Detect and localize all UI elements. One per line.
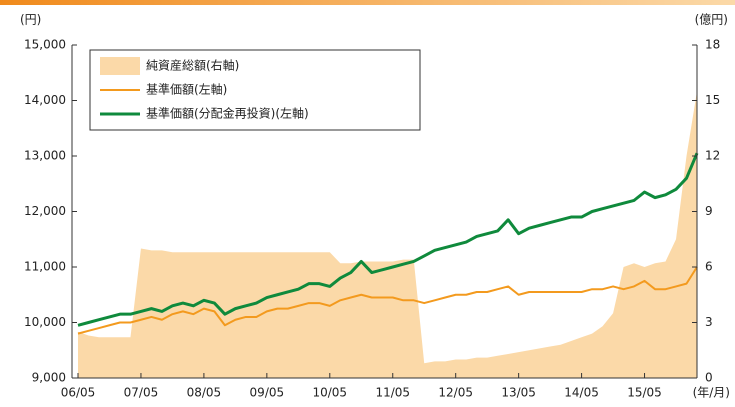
legend-box: [89, 49, 421, 131]
legend: 純資産総額(右軸) 基準価額(左軸) 基準価額(分配金再投資)(左軸): [89, 49, 421, 131]
y2-tick-label: 18: [705, 38, 720, 52]
x-tick-label: 11/05: [375, 386, 410, 400]
x-tick-label: 15/05: [627, 386, 662, 400]
area: [78, 91, 697, 378]
x-tick-label: 09/05: [250, 386, 285, 400]
y2-tick-label: 15: [705, 93, 720, 107]
y2-tick-label: 12: [705, 149, 720, 163]
y2-tick-label: 3: [705, 315, 713, 329]
legend-swatch: [100, 57, 140, 75]
line: [77, 266, 698, 335]
y-tick-label: 9,000: [32, 371, 66, 385]
y2-tick-label: 6: [705, 260, 713, 274]
x-tick-label: 07/05: [124, 386, 159, 400]
y-tick-label: 11,000: [24, 260, 66, 274]
y2-tick-label: 9: [705, 204, 713, 218]
y-tick-label: 10,000: [24, 315, 66, 329]
top-band: [0, 0, 735, 5]
x-unit: (年/月): [693, 386, 730, 400]
legend-label: 純資産総額(右軸): [146, 58, 239, 73]
y2-unit: (億円): [695, 13, 728, 27]
y-tick-label: 12,000: [24, 204, 66, 218]
x-tick-label: 14/05: [564, 386, 599, 400]
x-tick-label: 12/05: [438, 386, 473, 400]
legend-label: 基準価額(左軸): [146, 82, 227, 97]
y2-tick-label: 0: [705, 371, 713, 385]
x-tick-label: 10/05: [312, 386, 347, 400]
y-unit: (円): [20, 13, 41, 27]
y-tick-label: 13,000: [24, 149, 66, 163]
legend-label: 基準価額(分配金再投資)(左軸): [146, 106, 309, 121]
line: [77, 152, 699, 327]
x-tick-label: 08/05: [187, 386, 222, 400]
x-tick-label: 13/05: [501, 386, 536, 400]
y-tick-label: 15,000: [24, 38, 66, 52]
x-tick-label: 06/05: [61, 386, 96, 400]
y-tick-label: 14,000: [24, 93, 66, 107]
